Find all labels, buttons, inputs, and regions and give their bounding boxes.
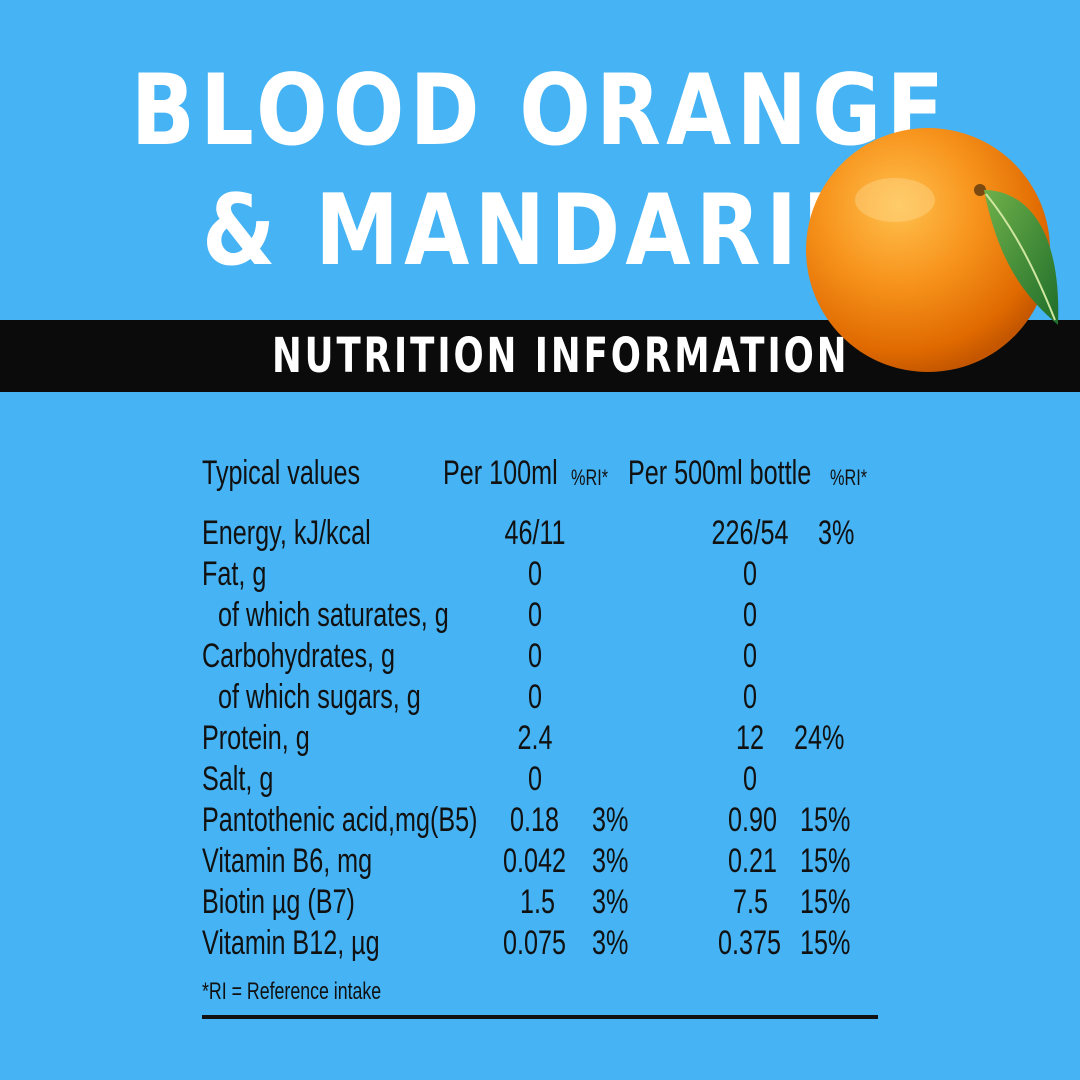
row-ri-100ml: 3% [592, 801, 629, 839]
row-per-500ml: 0 [742, 760, 757, 798]
row-per-100ml: 0.042 [503, 842, 566, 880]
row-per-500ml: 0.375 [718, 924, 781, 962]
row-per-100ml: 0 [527, 555, 542, 593]
row-label: Fat, g [202, 555, 267, 593]
row-ri-100ml: 3% [592, 924, 629, 962]
row-per-500ml: 0.90 [728, 801, 777, 839]
row-label: Vitamin B12, µg [202, 924, 380, 962]
row-per-100ml: 0 [527, 678, 542, 716]
row-per-100ml: 46/11 [504, 514, 566, 552]
row-ri-500ml: 15% [800, 883, 851, 921]
row-ri-500ml: 15% [800, 924, 851, 962]
row-per-500ml: 0 [742, 555, 757, 593]
footnote: *RI = Reference intake [202, 978, 382, 1005]
nutrition-band-label: NUTRITION INFORMATION [272, 328, 850, 384]
row-per-500ml: 0 [742, 678, 757, 716]
row-label: of which saturates, g [218, 596, 449, 634]
header-per-100ml: Per 100ml [443, 454, 558, 492]
row-per-500ml: 7.5 [733, 883, 768, 921]
header-typical-values: Typical values [202, 454, 361, 492]
row-label: Protein, g [202, 719, 310, 757]
row-per-100ml: 1.5 [520, 883, 555, 921]
row-per-100ml: 0 [527, 637, 542, 675]
header-per-500ml: Per 500ml bottle [628, 454, 812, 492]
row-ri-100ml: 3% [592, 883, 629, 921]
row-per-100ml: 0 [527, 760, 542, 798]
row-label: Salt, g [202, 760, 274, 798]
row-ri-500ml: 15% [800, 842, 851, 880]
row-label: Vitamin B6, mg [202, 842, 373, 880]
row-per-100ml: 0 [527, 596, 542, 634]
title-line-2: & MANDARIN [201, 174, 879, 288]
header-ri-500ml: %RI* [830, 465, 868, 490]
row-ri-500ml: 15% [800, 801, 851, 839]
header-ri-100ml: %RI* [571, 465, 609, 490]
row-label: of which sugars, g [218, 678, 421, 716]
bottom-rule [202, 1015, 878, 1019]
row-ri-500ml: 24% [794, 719, 845, 757]
title-line-1: BLOOD ORANGE [130, 54, 950, 168]
row-per-100ml: 2.4 [517, 719, 553, 757]
row-label: Energy, kJ/kcal [202, 514, 371, 552]
row-ri-100ml: 3% [592, 842, 629, 880]
row-label: Biotin µg (B7) [202, 883, 355, 921]
row-per-500ml: 0.21 [728, 842, 777, 880]
row-per-500ml: 0 [742, 596, 757, 634]
row-per-500ml: 12 [735, 719, 764, 757]
row-per-500ml: 0 [742, 637, 757, 675]
row-label: Carbohydrates, g [202, 637, 396, 675]
row-per-500ml: 226/54 [711, 514, 789, 552]
row-per-100ml: 0.075 [503, 924, 566, 962]
row-ri-500ml: 3% [818, 514, 855, 552]
row-per-100ml: 0.18 [510, 801, 559, 839]
row-label: Pantothenic acid,mg(B5) [202, 801, 478, 839]
orange-icon [800, 120, 1080, 380]
